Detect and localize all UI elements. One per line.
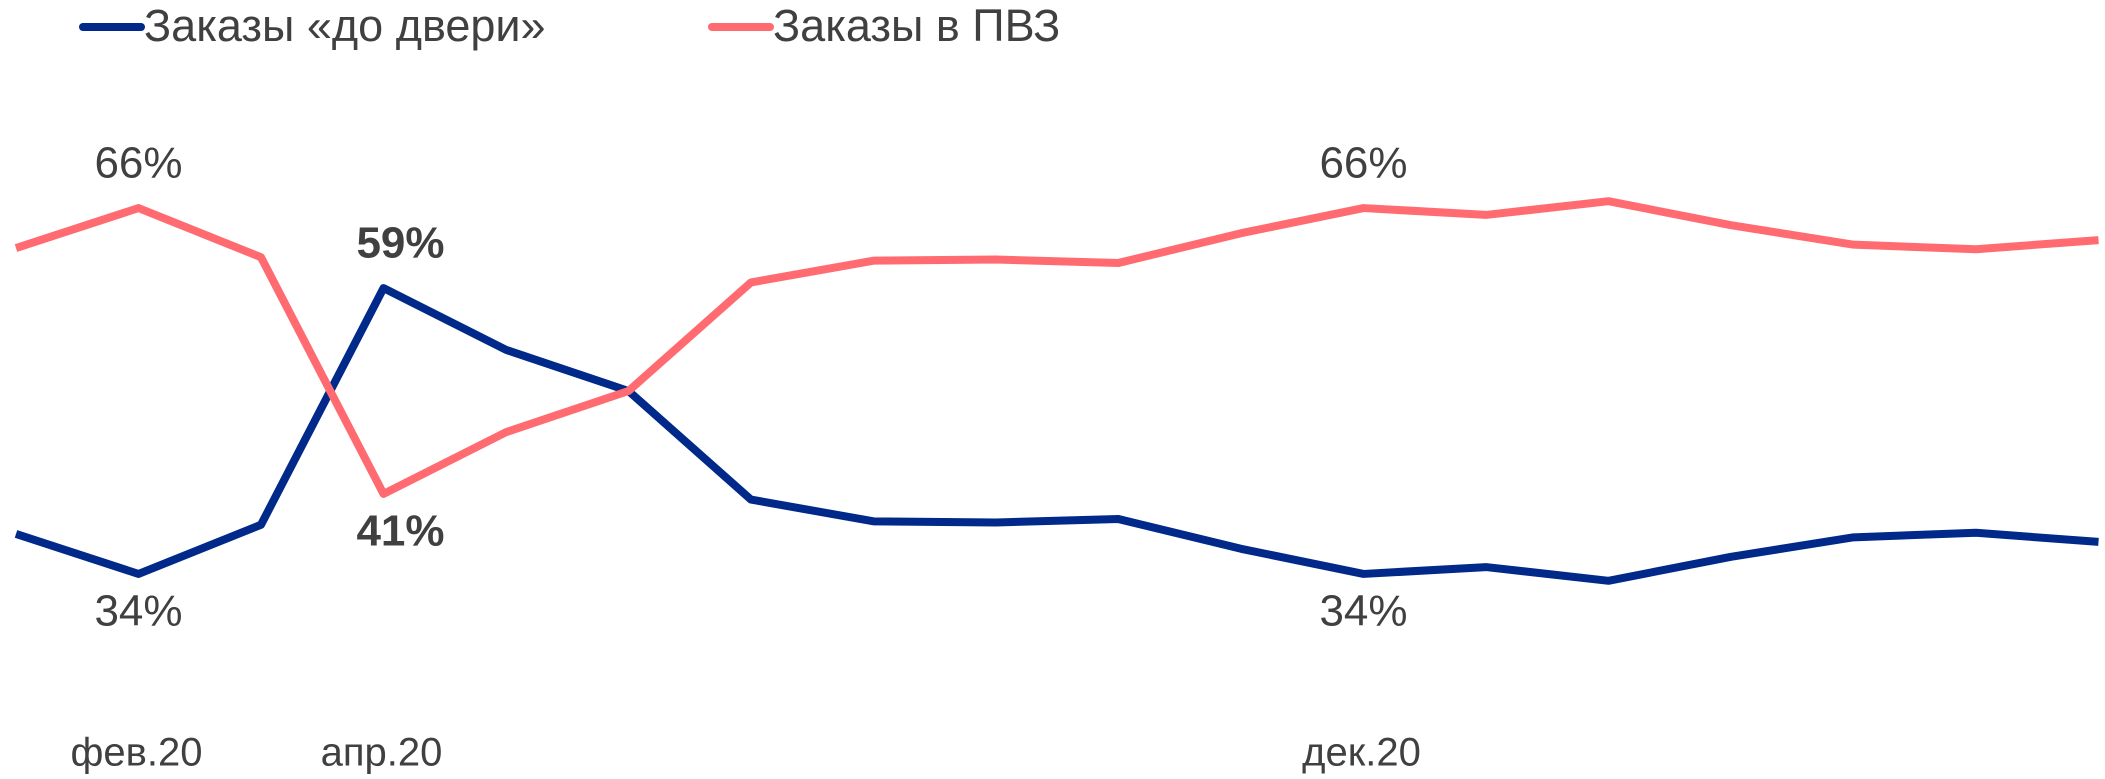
data-label: 66% (1319, 139, 1407, 188)
line (14, 197, 2099, 498)
data-label: 41% (356, 507, 444, 556)
data-label: 34% (94, 587, 182, 636)
x-tick-label: фев.20 (70, 731, 202, 775)
data-label: 66% (94, 139, 182, 188)
x-tick-label: апр.20 (321, 731, 443, 775)
x-tick-label: дек.20 (1302, 731, 1421, 775)
data-label: 59% (356, 219, 444, 268)
legend-label: Заказы «до двери» (144, 0, 546, 51)
line (14, 284, 2099, 585)
data-label: 34% (1319, 587, 1407, 636)
legend-label: Заказы в ПВЗ (773, 0, 1060, 51)
